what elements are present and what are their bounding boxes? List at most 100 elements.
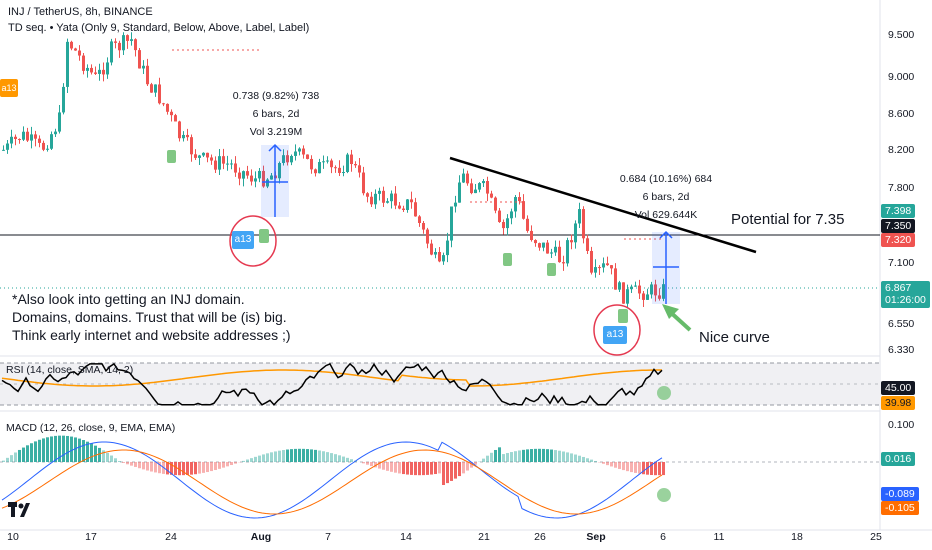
- candle-body: [242, 171, 245, 179]
- td-badge-a13-right[interactable]: a13: [603, 326, 627, 344]
- candle-body: [610, 265, 613, 269]
- macd-hist-bar: [554, 450, 557, 462]
- candle-body: [142, 65, 145, 69]
- candle-body: [662, 284, 665, 299]
- macd-hist-bar: [270, 452, 273, 462]
- tradingview-logo[interactable]: [8, 502, 30, 518]
- macd-hist-bar: [142, 462, 145, 470]
- macd-hist-bar: [154, 462, 157, 473]
- candle-body: [474, 189, 477, 194]
- macd-hist-bar: [26, 445, 29, 462]
- candle-body: [390, 193, 393, 202]
- annotation-potential[interactable]: Potential for 7.35: [731, 211, 845, 228]
- candle-body: [362, 172, 365, 194]
- macd-hist-bar: [138, 462, 141, 469]
- macd-hist-bar: [42, 438, 45, 462]
- macd-hist-bar: [78, 438, 81, 462]
- macd-hist-bar: [62, 435, 65, 462]
- price-label: 6.550: [888, 318, 915, 330]
- measure-right-line2: 6 bars, 2d: [642, 191, 690, 203]
- candle-body: [582, 209, 585, 239]
- macd-hist-bar: [254, 456, 257, 462]
- signal-line-tag: -0.105: [881, 501, 919, 515]
- macd-hist-bar: [282, 450, 285, 462]
- macd-hist-bar: [422, 462, 425, 476]
- candle-body: [306, 154, 309, 159]
- macd-hist-bar: [230, 462, 233, 466]
- candle-body: [614, 268, 617, 290]
- macd-hist-bar: [310, 449, 313, 462]
- td-badge-a13-orange[interactable]: a13: [0, 79, 18, 97]
- macd-hist-bar: [330, 453, 333, 462]
- price-label: 8.600: [888, 108, 915, 120]
- macd-hist-bar: [146, 462, 149, 471]
- rsi-ma-tag: 39.98: [881, 396, 916, 410]
- candle-body: [502, 222, 505, 229]
- candle-body: [158, 84, 161, 104]
- candle-body: [330, 160, 333, 168]
- candle-body: [38, 138, 41, 143]
- candle-body: [174, 115, 177, 122]
- macd-hist-bar: [642, 462, 645, 475]
- macd-hist-bar: [246, 459, 249, 462]
- td-badge-a13-left[interactable]: a13: [232, 231, 254, 249]
- candle-body: [506, 218, 509, 229]
- macd-hist-bar: [130, 462, 133, 466]
- candle-body: [258, 170, 261, 179]
- symbol-title[interactable]: INJ / TetherUS, 8h, BINANCE: [8, 6, 153, 18]
- candle-body: [202, 152, 205, 156]
- macd-hist-bar: [58, 435, 61, 462]
- candle-body: [558, 246, 561, 263]
- macd-hist-bar: [342, 456, 345, 462]
- candle-body: [134, 39, 137, 51]
- macd-hist-bar: [506, 453, 509, 462]
- annotation-note[interactable]: *Also look into getting an INJ domain. D…: [12, 290, 291, 344]
- candle-body: [562, 262, 565, 264]
- macd-hist-bar: [498, 447, 501, 462]
- macd-hist-bar: [550, 449, 553, 462]
- macd-hist-bar: [346, 457, 349, 462]
- countdown: 01:26:00: [885, 294, 926, 306]
- candle-body: [86, 67, 89, 71]
- candle-body: [526, 218, 529, 231]
- macd-hist-bar: [158, 462, 161, 474]
- time-label: 10: [7, 531, 19, 543]
- macd-hist-bar: [430, 462, 433, 475]
- macd-hist-bar: [586, 458, 589, 462]
- macd-hist-bar: [406, 462, 409, 475]
- price-label: 6.330: [888, 344, 915, 356]
- candle-body: [282, 155, 285, 164]
- td-green-marker: [503, 253, 512, 266]
- td-green-marker-right: [618, 309, 628, 323]
- macd-hist-bar: [274, 451, 277, 462]
- candle-body: [382, 190, 385, 203]
- macd-hist-bar: [234, 462, 237, 464]
- macd-hist-bar: [402, 462, 405, 475]
- macd-hist-bar: [526, 449, 529, 462]
- macd-hist-bar: [114, 458, 117, 462]
- candle-body: [58, 112, 61, 132]
- candle-body: [106, 62, 109, 75]
- candle-body: [262, 170, 265, 187]
- candle-body: [154, 84, 157, 93]
- macd-title[interactable]: MACD (12, 26, close, 9, EMA, EMA): [6, 422, 176, 434]
- macd-hist-bar: [458, 462, 461, 477]
- candle-body: [130, 39, 133, 41]
- candle-body: [550, 252, 553, 254]
- candle-body: [378, 190, 381, 194]
- candle-body: [218, 156, 221, 170]
- candle-body: [54, 131, 57, 135]
- macd-hist-bar: [626, 462, 629, 472]
- annotation-nice-curve[interactable]: Nice curve: [699, 329, 770, 346]
- macd-hist-bar: [482, 458, 485, 462]
- indicator-legend[interactable]: TD seq. • Yata (Only 9, Standard, Below,…: [8, 22, 310, 34]
- macd-hist-bar: [118, 461, 121, 462]
- macd-hist-tag: 0.016: [881, 452, 916, 466]
- candle-body: [538, 243, 541, 248]
- time-label: 17: [85, 531, 97, 543]
- descending-trendline: [449, 156, 757, 254]
- candle-body: [34, 134, 37, 139]
- price-label: 7.800: [888, 182, 915, 194]
- rsi-title[interactable]: RSI (14, close, SMA, 14, 2): [6, 364, 134, 376]
